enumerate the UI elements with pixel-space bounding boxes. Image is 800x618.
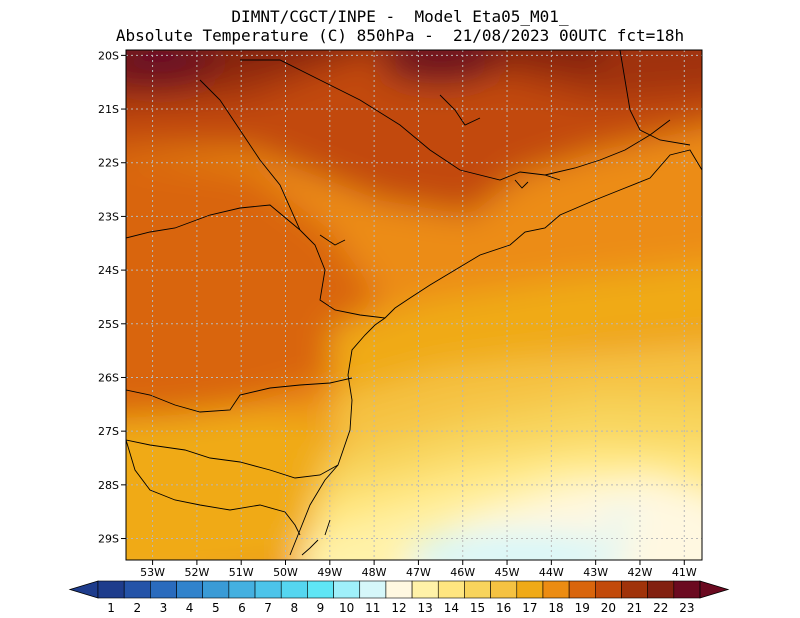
colorbar-swatch [123, 580, 151, 599]
colorbar-swatch [490, 580, 518, 599]
colorbar-label: 23 [679, 601, 694, 615]
colorbar-label: 22 [653, 601, 668, 615]
colorbar-swatch [202, 580, 230, 599]
colorbar-swatch [411, 580, 439, 599]
lon-tick-label: 48W [362, 566, 387, 579]
lat-tick-label: 26S [98, 371, 119, 384]
lat-tick-label: 27S [98, 425, 119, 438]
state-border-ms-sp [199, 79, 301, 231]
lon-tick-label: 46W [450, 566, 475, 579]
state-border-mg-es [619, 50, 691, 146]
colorbar-label: 17 [522, 601, 537, 615]
latitude-axis: 20S 21S 22S 23S 24S 25S 26S 27S 28S 29S [98, 49, 126, 546]
lat-lon-grid [126, 50, 702, 560]
colorbar-swatch [280, 580, 308, 599]
longitude-axis: 53W 52W 51W 50W 49W 48W 47W 46W 45W 44W 43W 42W 41W [140, 560, 697, 579]
colorbar-label: 2 [133, 601, 141, 615]
reservoir-lines [319, 94, 481, 246]
colorbar-label: 21 [627, 601, 642, 615]
colorbar-swatch [647, 580, 675, 599]
colorbar-swatch [673, 580, 701, 599]
state-border-sc-rs [126, 439, 339, 479]
colorbar-swatch [333, 580, 361, 599]
colorbar-swatch [228, 580, 256, 599]
colorbar-swatch [595, 580, 622, 599]
country-border-west [126, 390, 301, 536]
colorbar-label: 11 [365, 601, 380, 615]
colorbar-label: 5 [212, 601, 220, 615]
lon-tick-label: 42W [628, 566, 653, 579]
lon-tick-label: 50W [273, 566, 298, 579]
boundaries [126, 50, 702, 556]
colorbar-label: 15 [470, 601, 485, 615]
colorbar-swatch [254, 580, 282, 599]
lon-tick-label: 43W [583, 566, 608, 579]
lat-tick-label: 21S [98, 103, 119, 116]
colorbar-label: 4 [186, 601, 194, 615]
lon-tick-label: 49W [317, 566, 342, 579]
lagoon-dos-patos [301, 519, 331, 556]
chart-title-line-1: DIMNT/CGCT/INPE - Model Eta05_M01_ [231, 7, 569, 26]
colorbar-swatch [307, 580, 334, 599]
colorbar-swatch [516, 580, 544, 599]
colorbar-swatch [437, 580, 465, 599]
state-border-ms-pr [126, 204, 301, 239]
colorbar-label: 13 [418, 601, 433, 615]
lat-tick-label: 22S [98, 157, 119, 170]
lat-tick-label: 28S [98, 479, 119, 492]
lon-tick-label: 53W [140, 566, 165, 579]
colorbar-label: 19 [575, 601, 590, 615]
lon-tick-label: 51W [229, 566, 254, 579]
temperature-field [126, 50, 702, 560]
lat-tick-label: 29S [98, 533, 119, 546]
bay-guanabara [514, 179, 529, 189]
colorbar-swatch [97, 580, 125, 599]
colorbar-under-arrow [68, 580, 99, 599]
lon-tick-label: 52W [184, 566, 209, 579]
coastline [289, 149, 702, 556]
lat-tick-label: 20S [98, 49, 119, 62]
lon-tick-label: 44W [539, 566, 564, 579]
colorbar: 1 2 3 4 5 6 7 8 9 10 11 12 13 14 15 16 17 18 19 20 21 22 23 [68, 580, 730, 615]
colorbar-swatch [385, 580, 413, 599]
lon-tick-label: 45W [495, 566, 520, 579]
plot-frame [125, 49, 703, 561]
colorbar-label: 3 [160, 601, 168, 615]
colorbar-label: 20 [601, 601, 616, 615]
state-border-mg-rj [544, 119, 671, 176]
colorbar-label: 1 [107, 601, 115, 615]
lat-tick-label: 23S [98, 210, 119, 223]
colorbar-over-arrow [699, 580, 730, 599]
colorbar-swatch [176, 580, 203, 599]
colorbar-swatch [568, 580, 596, 599]
state-border-sp-pr [299, 229, 386, 319]
colorbar-label: 18 [548, 601, 563, 615]
lon-tick-label: 41W [672, 566, 697, 579]
colorbar-label: 12 [391, 601, 406, 615]
colorbar-swatch [359, 580, 387, 599]
lat-tick-label: 24S [98, 264, 119, 277]
lon-tick-label: 47W [406, 566, 431, 579]
colorbar-swatch [542, 580, 570, 599]
lat-tick-label: 25S [98, 318, 119, 331]
chart-title-line-2: Absolute Temperature (C) 850hPa - 21/08/… [115, 26, 685, 45]
colorbar-label: 8 [290, 601, 298, 615]
colorbar-swatch [464, 580, 491, 599]
colorbar-label: 9 [317, 601, 325, 615]
colorbar-label: 10 [339, 601, 354, 615]
state-border-pr-sc [126, 377, 353, 413]
colorbar-label: 16 [496, 601, 511, 615]
state-border-mg-sp [240, 59, 561, 181]
colorbar-swatch [621, 580, 648, 599]
colorbar-label: 6 [238, 601, 246, 615]
colorbar-label: 14 [444, 601, 459, 615]
colorbar-label: 7 [264, 601, 272, 615]
colorbar-swatch [150, 580, 177, 599]
